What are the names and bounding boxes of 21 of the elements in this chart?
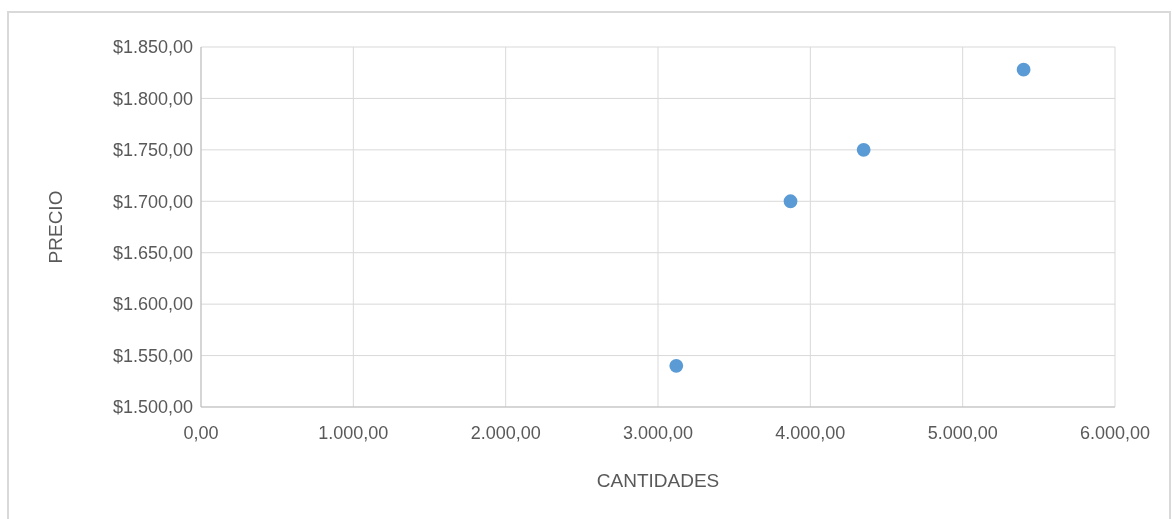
x-tick-label: 6.000,00 bbox=[1079, 423, 1151, 443]
y-axis-title: PRECIO bbox=[45, 190, 66, 264]
point bbox=[669, 358, 684, 373]
point bbox=[1016, 62, 1031, 77]
x-tick-label: 3.000,00 bbox=[622, 423, 694, 443]
x-tick-label: 5.000,00 bbox=[927, 423, 998, 443]
point bbox=[856, 142, 871, 157]
point bbox=[783, 194, 798, 209]
y-tick-label: $1.700,00 bbox=[112, 191, 193, 212]
y-tick-label: $1.750,00 bbox=[112, 140, 193, 161]
y-tick-label: $1.600,00 bbox=[112, 294, 193, 315]
y-tick-label: $1.850,00 bbox=[112, 37, 193, 58]
y-tick-label: $1.800,00 bbox=[112, 88, 193, 109]
x-tick-label: 4.000,00 bbox=[775, 423, 846, 443]
x-tick-label: 1.000,00 bbox=[318, 423, 389, 443]
y-tick-label: $1.550,00 bbox=[112, 345, 193, 366]
x-tick-label: 2.000,00 bbox=[470, 423, 541, 443]
y-tick-label: $1.650,00 bbox=[112, 243, 193, 264]
y-tick-label: $1.500,00 bbox=[112, 397, 193, 418]
x-axis-title: CANTIDADES bbox=[596, 470, 720, 491]
x-tick-label: 0,00 bbox=[183, 423, 219, 443]
